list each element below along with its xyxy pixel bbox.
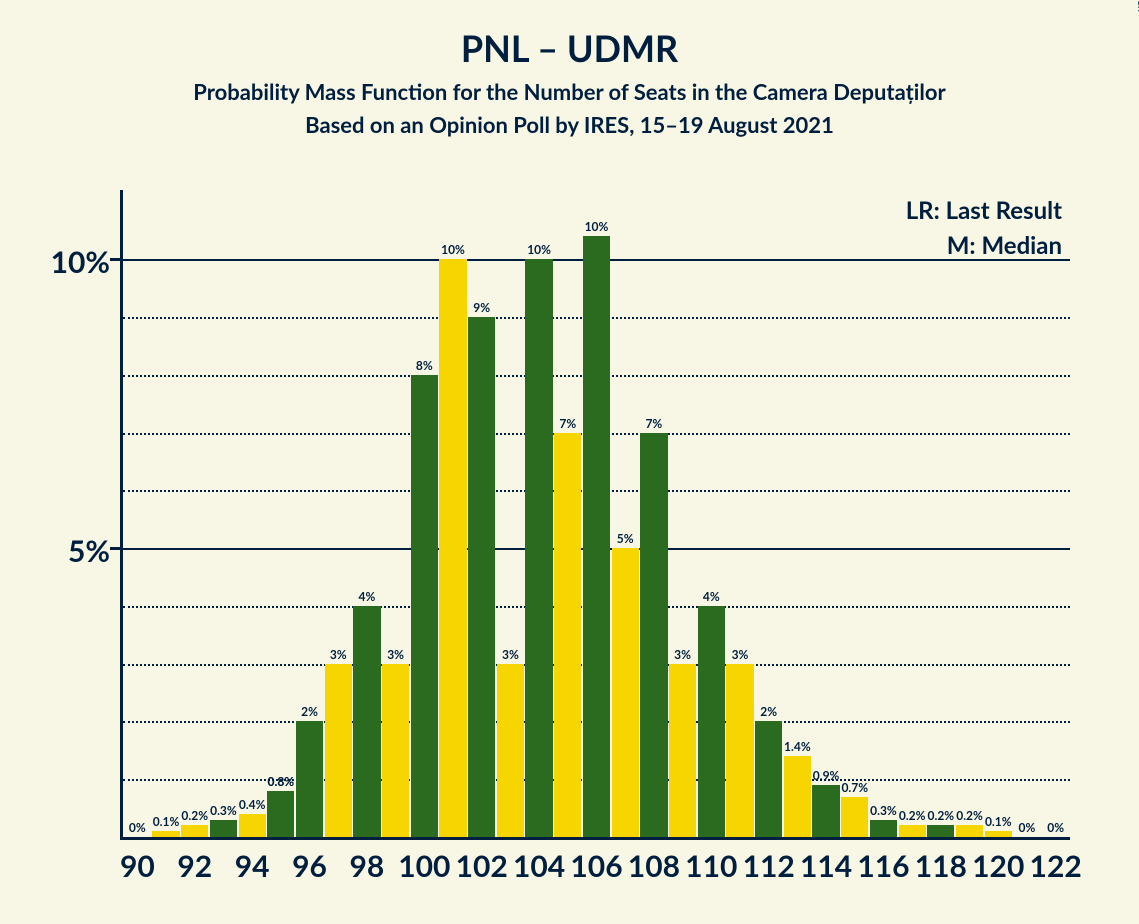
bar-yellow: 3%: [726, 664, 753, 837]
bar-green: 0.2%: [927, 825, 954, 837]
bar-label: 7%: [559, 416, 576, 431]
bar-label: 0.2%: [899, 808, 926, 823]
bar-label: 10%: [441, 242, 465, 257]
x-tick-label: 100: [398, 848, 450, 884]
bar-green: 2%: [755, 721, 782, 837]
plot-area: LR: Last Result M: Median 0.1%0.2%0.4%0.…: [120, 190, 1070, 840]
bar-green: 2%: [296, 721, 323, 837]
bar-yellow: 0.7%: [841, 797, 868, 837]
x-tick-label: 120: [972, 848, 1024, 884]
bar-label: 0%: [1047, 820, 1064, 835]
bar-green: 8%: [411, 375, 438, 837]
x-tick-label: 104: [513, 848, 565, 884]
bar-label: 8%: [416, 358, 433, 373]
bar-label: 5%: [617, 531, 634, 546]
chart-subtitle-1: Probability Mass Function for the Number…: [0, 78, 1139, 105]
x-tick-label: 94: [235, 848, 270, 884]
bar-green: 9%: [468, 317, 495, 837]
y-tick-label: 5%: [10, 533, 110, 569]
bar-label: 0.3%: [210, 803, 237, 818]
bar-yellow: 0.2%: [899, 825, 926, 837]
bar-green: 7%: [640, 433, 667, 837]
bar-yellow: 5%: [612, 548, 639, 837]
bar-green: 10%: [525, 259, 552, 837]
bar-label: 3%: [732, 647, 749, 662]
bar-yellow: 3%: [669, 664, 696, 837]
bar-label: 0.2%: [928, 808, 955, 823]
bar-yellow: 0.1%: [152, 831, 179, 837]
bar-yellow: 3%: [325, 664, 352, 837]
bar-yellow: 3%: [497, 664, 524, 837]
bar-label: 0.3%: [870, 803, 897, 818]
x-tick-label: 92: [177, 848, 212, 884]
chart-title: PNL – UDMR: [0, 26, 1139, 70]
chart-subtitle-2: Based on an Opinion Poll by IRES, 15–19 …: [0, 111, 1139, 138]
bar-green: 10%: [583, 236, 610, 837]
bar-green: 4%: [698, 606, 725, 837]
bar-label: 3%: [502, 647, 519, 662]
x-tick-label: 102: [456, 848, 508, 884]
y-tick-mark: [110, 258, 123, 261]
bars-container: 0.1%0.2%0.4%0.8%3%3%10%3%7%5%3%3%1.4%0.7…: [123, 190, 1070, 837]
bar-label: 0.1%: [153, 814, 180, 829]
bar-label: 10%: [527, 242, 551, 257]
bar-label: 4%: [703, 589, 720, 604]
x-tick-label: 106: [570, 848, 622, 884]
bar-green: 0.3%: [210, 820, 237, 837]
x-tick-label: 108: [628, 848, 680, 884]
bar-label: 0.9%: [813, 768, 840, 783]
bar-yellow: 0.4%: [239, 814, 266, 837]
x-tick-label: 110: [685, 848, 737, 884]
bar-label: 0.1%: [985, 814, 1012, 829]
bar-green: 0.3%: [870, 820, 897, 837]
bar-green: 4%: [353, 606, 380, 837]
x-axis: [120, 837, 1070, 840]
bar-label: 9%: [473, 300, 490, 315]
x-tick-label: 114: [800, 848, 852, 884]
y-tick-label: 10%: [10, 244, 110, 280]
bar-yellow: 0.2%: [956, 825, 983, 837]
x-tick-label: 112: [743, 848, 795, 884]
bar-label: 0.7%: [841, 780, 868, 795]
bar-label: 3%: [330, 647, 347, 662]
bar-label: 10%: [585, 219, 609, 234]
bar-yellow: 7%: [554, 433, 581, 837]
bar-yellow: 10%: [439, 259, 466, 837]
bar-yellow: 0.1%: [985, 831, 1012, 837]
x-tick-label: 90: [120, 848, 155, 884]
bar-label: 3%: [387, 647, 404, 662]
bar-label: 1.4%: [784, 739, 811, 754]
bar-label: 2%: [301, 704, 318, 719]
bar-label: 0.4%: [239, 797, 266, 812]
bar-label: 0.8%: [268, 774, 295, 789]
bar-label: 0.2%: [181, 808, 208, 823]
x-tick-label: 98: [350, 848, 385, 884]
bar-label: 0.2%: [956, 808, 983, 823]
bar-green: 0.9%: [812, 785, 839, 837]
chart-titles: PNL – UDMR Probability Mass Function for…: [0, 16, 1139, 144]
bar-green: 0.8%: [267, 791, 294, 837]
copyright-text: © 2021 Filip van Laenen: [1135, 0, 1139, 12]
x-tick-label: 96: [292, 848, 327, 884]
bar-yellow: 3%: [382, 664, 409, 837]
x-tick-label: 116: [857, 848, 909, 884]
y-tick-mark: [110, 547, 123, 550]
bar-label: 4%: [359, 589, 376, 604]
x-tick-label: 122: [1030, 848, 1082, 884]
bar-label: 7%: [645, 416, 662, 431]
bar-yellow: 1.4%: [784, 756, 811, 837]
bar-label: 0%: [1019, 820, 1036, 835]
bar-yellow: 0.2%: [181, 825, 208, 837]
x-tick-label: 118: [915, 848, 967, 884]
bar-label: 3%: [674, 647, 691, 662]
bar-label: 0%: [129, 820, 146, 835]
bar-label: 2%: [760, 704, 777, 719]
